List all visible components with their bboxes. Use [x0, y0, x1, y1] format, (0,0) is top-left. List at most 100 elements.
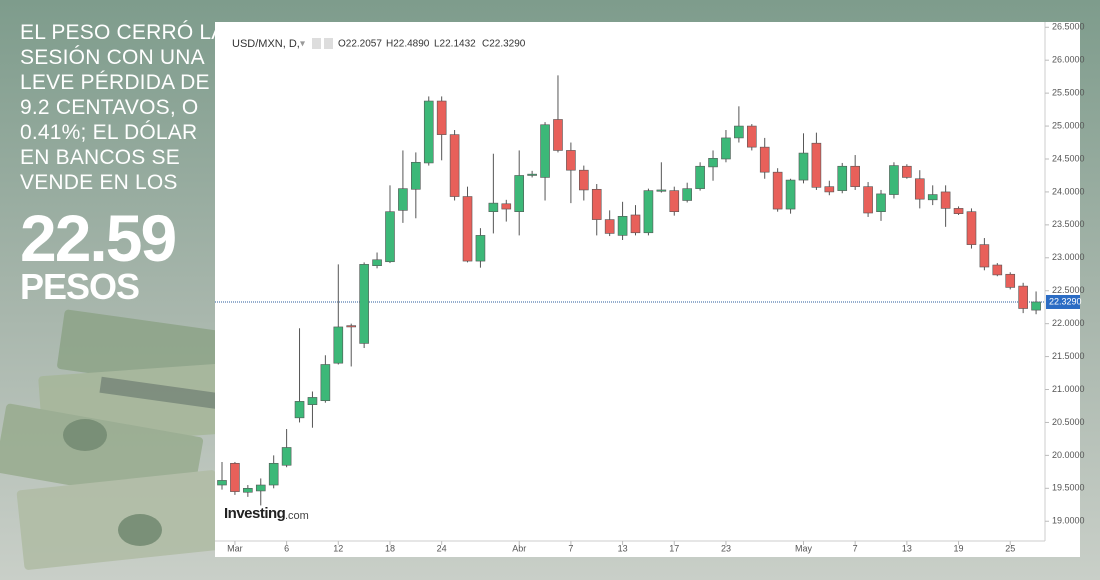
- y-tick-label: 25.5000: [1052, 88, 1085, 98]
- candle-body: [462, 196, 473, 262]
- candle-body: [927, 194, 938, 201]
- dropdown-arrow[interactable]: ▾: [300, 39, 305, 50]
- y-tick-label: 23.0000: [1052, 252, 1085, 262]
- y-tick-label: 20.5000: [1052, 417, 1085, 427]
- candle-body: [320, 364, 331, 402]
- x-tick-label: Abr: [512, 543, 526, 553]
- x-tick-label: 7: [853, 543, 858, 553]
- candle-body: [863, 186, 873, 214]
- candle-body: [398, 188, 408, 211]
- y-tick-label: 24.0000: [1052, 186, 1085, 196]
- icon[interactable]: [312, 38, 321, 49]
- y-tick-label: 21.0000: [1052, 384, 1085, 394]
- candle-body: [579, 169, 589, 191]
- x-tick-label: 13: [902, 543, 912, 553]
- candle-body: [591, 188, 602, 220]
- candle-body: [540, 124, 550, 178]
- candle-body: [966, 211, 977, 245]
- watermark-suffix: .com: [285, 510, 309, 522]
- x-tick-label: 19: [954, 543, 964, 553]
- y-tick-label: 19.0000: [1052, 516, 1085, 526]
- candle-body: [837, 165, 848, 191]
- y-tick-label: 21.5000: [1052, 351, 1085, 361]
- x-tick-label: 25: [1005, 543, 1015, 553]
- candle-body: [953, 208, 964, 214]
- y-tick-label: 20.0000: [1052, 450, 1085, 460]
- candle-body: [423, 100, 434, 164]
- candle-body: [514, 175, 525, 212]
- y-tick-label: 22.5000: [1052, 285, 1085, 295]
- candle-body: [553, 119, 563, 151]
- candle-body: [656, 189, 667, 192]
- candle-body: [914, 178, 925, 200]
- candle-body: [708, 158, 718, 168]
- candle-body: [566, 150, 576, 171]
- candle-body: [785, 179, 796, 210]
- candle-body: [359, 264, 369, 344]
- headline-line: VENDE EN LOS: [20, 171, 178, 194]
- candle-body: [746, 125, 757, 148]
- y-tick-label: 25.0000: [1052, 120, 1085, 130]
- last-price-box: [1046, 294, 1080, 309]
- x-tick-label: Mar: [227, 543, 243, 553]
- y-tick-label: 24.5000: [1052, 153, 1085, 163]
- candle-body: [230, 462, 240, 492]
- x-tick-label: 17: [669, 543, 679, 553]
- candle-body: [243, 488, 253, 493]
- symbol: USD/MXN, D,: [232, 38, 300, 50]
- ohlc-value: L22.1432: [434, 39, 476, 50]
- candle-body: [850, 165, 860, 187]
- candle-body: [617, 215, 628, 236]
- headline-line: SESIÓN CON UNA: [20, 46, 205, 69]
- candle-body: [346, 325, 357, 328]
- candle-body: [772, 171, 783, 210]
- x-tick-label: 23: [721, 543, 731, 553]
- candle-body: [475, 235, 486, 262]
- x-tick-label: 18: [385, 543, 395, 553]
- candle-body: [979, 244, 990, 268]
- candle-body: [759, 146, 770, 173]
- icon[interactable]: [324, 38, 333, 49]
- candle-body: [1005, 273, 1016, 288]
- watermark: Investing: [224, 505, 286, 522]
- candle-body: [294, 401, 305, 419]
- y-tick-label: 22.0000: [1052, 318, 1085, 328]
- candle-body: [385, 211, 395, 263]
- candle-body: [449, 134, 460, 197]
- candle-body: [604, 219, 615, 234]
- chart-panel: [215, 22, 1080, 557]
- headline-line: LEVE PÉRDIDA DE: [20, 71, 210, 94]
- headline-line: EN BANCOS SE: [20, 146, 180, 169]
- candle-body: [268, 462, 279, 486]
- candle-body: [630, 214, 641, 234]
- candle-body: [695, 165, 705, 189]
- candle-body: [811, 142, 822, 188]
- candle-body: [1018, 285, 1028, 309]
- candle-body: [798, 152, 809, 181]
- candle-body: [501, 203, 512, 210]
- candle-body: [1031, 301, 1041, 311]
- ohlc-value: O22.2057: [338, 39, 382, 50]
- candle-body: [734, 125, 744, 139]
- candle-body: [333, 326, 344, 364]
- candle-body: [217, 480, 227, 486]
- candle-body: [669, 190, 680, 212]
- candle-body: [643, 190, 654, 234]
- y-tick-label: 26.0000: [1052, 55, 1085, 65]
- y-tick-label: 23.5000: [1052, 219, 1085, 229]
- candle-body: [372, 259, 382, 266]
- candle-body: [281, 447, 292, 466]
- candle-body: [255, 484, 266, 492]
- x-tick-label: 24: [437, 543, 447, 553]
- candle-body: [876, 193, 886, 212]
- x-tick-label: 6: [284, 543, 289, 553]
- candle-body: [307, 397, 318, 405]
- x-tick-label: 13: [618, 543, 628, 553]
- x-tick-label: 7: [568, 543, 573, 553]
- y-tick-label: 19.5000: [1052, 483, 1085, 493]
- x-tick-label: May: [795, 543, 813, 553]
- headline-line: 0.41%; EL DÓLAR: [20, 121, 198, 144]
- ohlc-value: H22.4890: [386, 39, 430, 50]
